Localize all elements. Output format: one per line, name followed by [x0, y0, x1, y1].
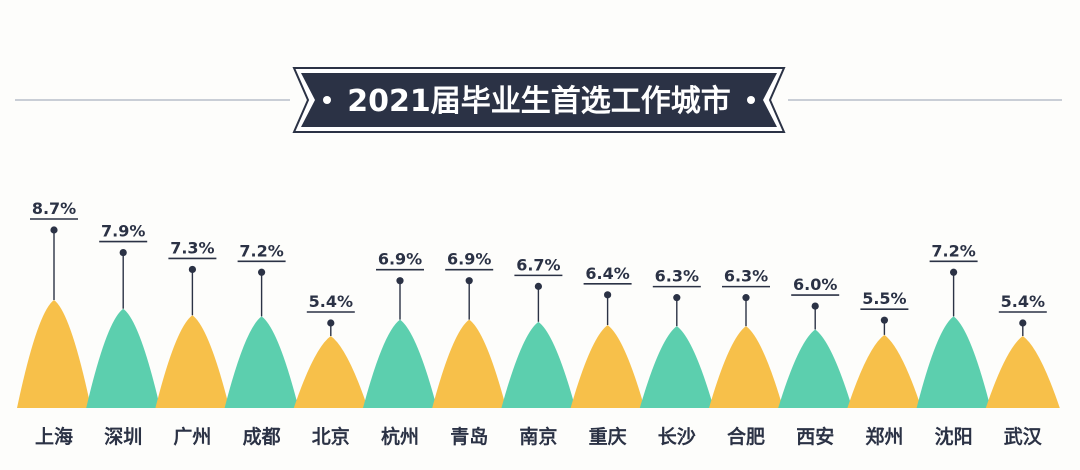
bar-group: 7.9% 深圳: [86, 222, 161, 448]
value-label: 6.3%: [655, 267, 699, 286]
city-label: 南京: [519, 425, 557, 448]
value-label: 8.7%: [32, 199, 76, 218]
value-label: 7.2%: [239, 241, 283, 260]
value-dot: [188, 265, 196, 274]
bar-group: 6.3% 合肥: [709, 267, 783, 448]
city-label: 西安: [796, 425, 834, 448]
value-dot: [604, 291, 612, 299]
city-label: 成都: [243, 425, 281, 448]
city-label: 北京: [312, 425, 350, 448]
bar-peak: [432, 319, 507, 408]
value-dot: [1019, 319, 1027, 327]
value-label: 7.3%: [170, 238, 214, 257]
value-dot: [465, 277, 473, 285]
value-dot: [811, 302, 819, 310]
bar-group: 6.0% 西安: [778, 275, 853, 448]
value-dot: [534, 282, 543, 290]
value-dot: [396, 277, 404, 285]
bar-peak: [985, 336, 1060, 408]
banner-dot-left: [323, 96, 331, 104]
value-dot: [742, 294, 750, 302]
city-label: 武汉: [1004, 426, 1043, 448]
bar-peak: [155, 315, 230, 408]
value-dot: [119, 248, 127, 257]
value-label: 5.4%: [309, 292, 353, 311]
title-banner: 2021届毕业生首选工作城市: [292, 67, 786, 133]
city-label: 郑州: [865, 426, 903, 448]
bar-group: 6.9% 青岛: [432, 250, 507, 448]
bar-group: 5.4% 北京: [293, 292, 368, 448]
bar-group: 6.9% 杭州: [363, 250, 437, 448]
value-label: 5.5%: [862, 289, 906, 308]
bar-peak: [916, 316, 991, 408]
city-label: 广州: [173, 425, 211, 448]
bar-group: 6.7% 南京: [501, 255, 576, 448]
bar-peak: [847, 334, 922, 408]
value-dot: [950, 268, 958, 276]
value-dot: [880, 316, 889, 324]
bar-group: 6.4% 重庆: [570, 264, 645, 448]
value-label: 7.2%: [931, 241, 975, 260]
chart-title: 2021届毕业生首选工作城市: [347, 84, 731, 119]
city-label: 上海: [35, 425, 73, 448]
bar-group: 7.2% 沈阳: [916, 241, 991, 448]
bar-peak: [17, 300, 91, 408]
value-label: 5.4%: [1001, 292, 1045, 311]
value-label: 6.0%: [793, 275, 837, 294]
banner-dot-right: [747, 96, 755, 104]
bar-peak: [224, 316, 299, 408]
city-label: 长沙: [658, 426, 696, 448]
value-label: 6.9%: [378, 250, 422, 269]
bar-group: 7.2% 成都: [224, 241, 299, 448]
value-dot: [50, 226, 58, 234]
bar-peak: [86, 308, 161, 408]
value-label: 6.4%: [585, 264, 629, 283]
bar-group: 6.3% 长沙: [639, 267, 714, 448]
bar-peak: [639, 326, 714, 408]
value-label: 6.7%: [516, 255, 560, 274]
value-dot: [258, 268, 266, 276]
city-label: 重庆: [589, 425, 627, 448]
city-label: 青岛: [450, 425, 488, 448]
value-dot: [673, 294, 681, 302]
bar-group: 5.5% 郑州: [847, 289, 922, 448]
bar-peak: [570, 325, 645, 408]
bar-peak: [709, 326, 783, 408]
bar-group: 5.4% 武汉: [985, 292, 1060, 448]
bar-peak: [778, 329, 853, 408]
city-label: 沈阳: [935, 425, 973, 448]
value-dot: [327, 319, 335, 327]
bar-group: 7.3% 广州: [155, 238, 230, 448]
bar-peak: [501, 321, 576, 408]
title-banner-fill: [301, 73, 777, 127]
value-label: 6.9%: [447, 250, 491, 269]
value-label: 7.9%: [101, 222, 145, 241]
chart-marks: 8.7%上海7.9%深圳7.3%广州7.2%成都5.4%北京6.9%杭州6.9%…: [17, 199, 1060, 448]
bar-peak: [363, 319, 437, 408]
city-label: 合肥: [727, 425, 765, 448]
city-label: 深圳: [104, 425, 142, 448]
bar-peak: [293, 336, 368, 408]
city-label: 杭州: [381, 425, 419, 448]
bar-group: 8.7% 上海: [17, 199, 91, 448]
value-label: 6.3%: [724, 267, 768, 286]
